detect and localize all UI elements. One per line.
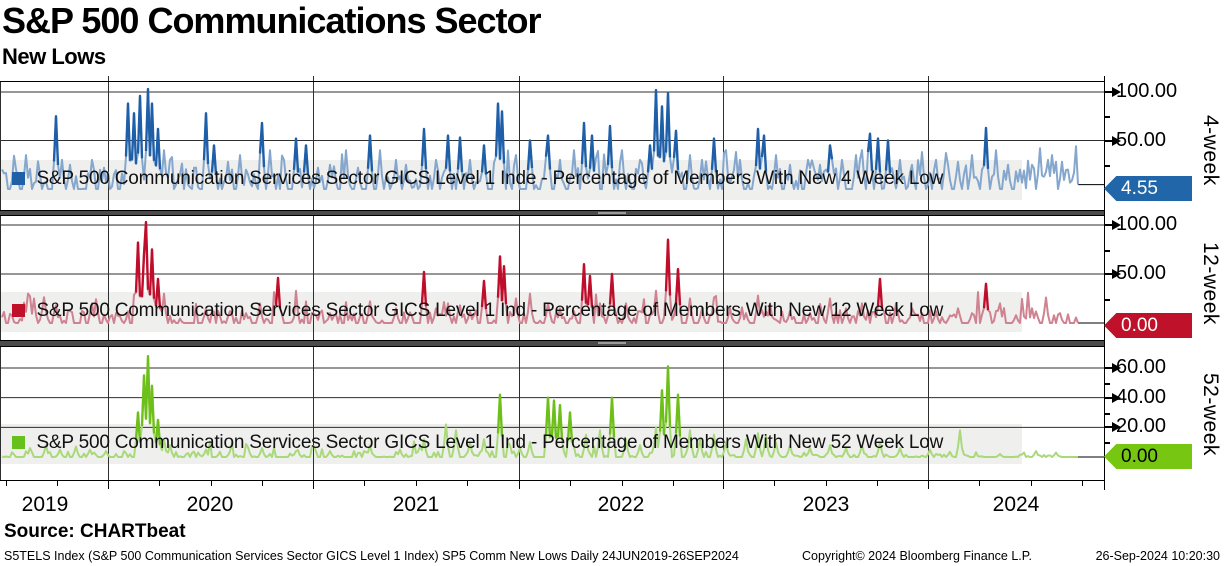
y-tick-arrow-icon	[1104, 392, 1121, 403]
gridline-stub	[313, 76, 314, 81]
y-tick-label: 50.00	[1116, 262, 1167, 284]
x-axis-tick	[570, 481, 571, 486]
x-axis-tick	[519, 481, 520, 489]
x-axis-tick	[416, 481, 417, 486]
x-axis-tick	[979, 481, 980, 486]
x-axis-tick	[262, 481, 263, 486]
y-minor-tick	[1104, 164, 1110, 167]
x-axis-tick	[108, 481, 109, 489]
panel-4week[interactable]: S&P 500 Communication Services Sector GI…	[0, 81, 1104, 211]
axis-label-52week: 52-week	[1199, 372, 1222, 456]
y-tick-label: 40.00	[1116, 385, 1167, 408]
legend-label-52week: S&P 500 Communication Services Sector GI…	[36, 432, 944, 453]
y-tick-label: 100.00	[1116, 213, 1178, 235]
x-year-label: 2024	[992, 493, 1040, 516]
legend-marker-icon	[12, 304, 25, 317]
x-axis-tick	[159, 481, 160, 486]
legend-4week[interactable]: S&P 500 Communication Services Sector GI…	[12, 168, 943, 190]
y-tick-arrow-icon	[1104, 135, 1121, 146]
gridline-stub	[519, 76, 520, 81]
x-axis-tick	[774, 481, 775, 486]
x-axis-tick	[1082, 481, 1083, 486]
x-axis-tick	[826, 481, 827, 486]
legend-52week[interactable]: S&P 500 Communication Services Sector GI…	[12, 432, 943, 454]
x-axis-tick	[57, 481, 58, 486]
page-title: S&P 500 Communications Sector	[2, 0, 542, 41]
footer-copyright: Copyright© 2024 Bloomberg Finance L.P.	[802, 549, 1032, 563]
panel-separator-1[interactable]	[0, 211, 1104, 215]
axis-label-4week: 4-week	[1199, 114, 1222, 186]
y-tick-label: 60.00	[1116, 356, 1167, 379]
gridline-stub	[928, 76, 929, 81]
last-value-badge-12week[interactable]: 0.00	[1104, 313, 1192, 338]
y-minor-tick	[1104, 298, 1110, 301]
x-axis-tick	[622, 481, 623, 486]
y-tick-arrow-icon	[1104, 363, 1121, 374]
series-52week-plot[interactable]	[0, 347, 1104, 480]
y-tick-label: 100.00	[1116, 80, 1178, 102]
page-subtitle: New Lows	[2, 44, 106, 69]
y-tick-arrow-icon	[1104, 87, 1121, 97]
axis-label-12week: 12-week	[1199, 241, 1222, 325]
x-axis-tick	[877, 481, 878, 486]
last-value-badge-4week[interactable]: 4.55	[1104, 176, 1192, 201]
x-year-label: 2022	[597, 493, 645, 516]
separator-drag-handle-icon[interactable]	[598, 212, 626, 214]
y-tick-label: 20.00	[1116, 415, 1167, 438]
series-4week-plot[interactable]	[0, 82, 1104, 210]
series-12week-plot[interactable]	[0, 216, 1104, 340]
legend-strip-4week	[0, 160, 1022, 200]
y-minor-tick	[1104, 249, 1110, 252]
right-axis-line	[1104, 76, 1105, 490]
panel-52week[interactable]: S&P 500 Communication Services Sector GI…	[0, 346, 1104, 481]
x-axis-tick	[313, 481, 314, 489]
footer-index-info: S5TELS Index (S&P 500 Communication Serv…	[4, 549, 739, 563]
panel-12week[interactable]: S&P 500 Communication Services Sector GI…	[0, 215, 1104, 341]
legend-marker-icon	[12, 436, 25, 449]
legend-marker-icon	[12, 172, 25, 185]
x-axis-tick	[211, 481, 212, 486]
x-axis-tick	[928, 481, 929, 489]
panel-separator-2[interactable]	[0, 341, 1104, 346]
x-year-label: 2020	[186, 493, 234, 516]
x-axis-tick	[467, 481, 468, 486]
legend-label-12week: S&P 500 Communication Services Sector GI…	[36, 300, 944, 321]
source-label: Source: CHARTbeat	[4, 521, 186, 542]
x-year-label: 2021	[392, 493, 440, 516]
y-minor-tick	[1104, 382, 1110, 385]
gridline-stub	[723, 76, 724, 81]
y-minor-tick	[1104, 116, 1110, 119]
x-year-label: 2023	[802, 493, 850, 516]
legend-12week[interactable]: S&P 500 Communication Services Sector GI…	[12, 300, 943, 322]
legend-label-4week: S&P 500 Communication Services Sector GI…	[36, 168, 944, 189]
y-tick-arrow-icon	[1104, 220, 1121, 230]
x-year-label: 2019	[21, 493, 69, 516]
y-minor-tick	[1104, 412, 1110, 415]
x-axis-tick	[1031, 481, 1032, 486]
y-tick-arrow-icon	[1104, 422, 1121, 433]
x-axis-tick	[6, 481, 7, 486]
y-tick-label: 50.00	[1116, 128, 1167, 151]
gridline-stub	[108, 76, 109, 81]
separator-drag-handle-icon[interactable]	[598, 342, 626, 344]
y-tick-arrow-icon	[1104, 269, 1121, 279]
x-axis-tick	[364, 481, 365, 486]
footer-timestamp: 26-Sep-2024 10:20:30	[1095, 549, 1220, 563]
y-minor-tick	[1104, 442, 1110, 445]
last-value-badge-52week[interactable]: 0.00	[1104, 444, 1192, 469]
x-axis-tick	[723, 481, 724, 489]
x-axis-tick	[673, 481, 674, 486]
